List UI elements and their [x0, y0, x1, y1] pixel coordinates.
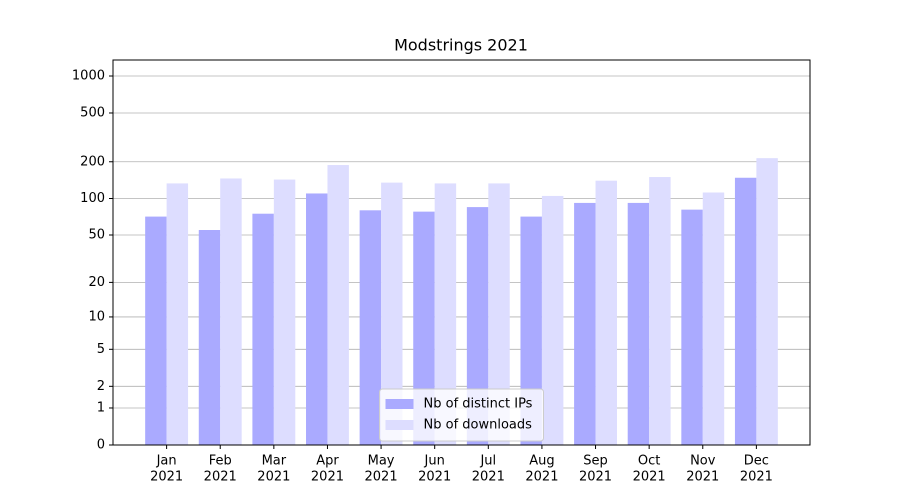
x-tick-label: 2021: [472, 470, 505, 485]
y-tick-label: 5: [97, 342, 105, 357]
x-tick-label: Apr: [316, 454, 339, 469]
x-tick-label: Mar: [262, 454, 287, 469]
bar: [702, 192, 725, 445]
x-tick-label: 2021: [525, 470, 558, 485]
x-tick-label: Jul: [479, 454, 496, 469]
bar: [649, 177, 671, 445]
x-tick-label: Dec: [744, 454, 769, 469]
legend-swatch: [385, 399, 414, 409]
bar: [627, 202, 650, 445]
y-tick-label: 1: [97, 400, 105, 415]
x-tick-label: 2021: [418, 470, 451, 485]
chart-title: Modstrings 2021: [394, 36, 528, 55]
bar: [488, 183, 510, 446]
x-tick-label: Aug: [529, 454, 554, 469]
bar: [520, 216, 542, 445]
bar: [756, 158, 778, 446]
legend-box: [379, 388, 544, 442]
y-tick-label: 2: [97, 379, 105, 394]
x-tick-label: 2021: [204, 470, 237, 485]
bar: [466, 207, 489, 445]
bar: [252, 213, 274, 445]
bar: [541, 195, 564, 445]
x-tick-label: Oct: [638, 454, 660, 469]
x-tick-label: 2021: [579, 470, 612, 485]
x-tick-label: 2021: [740, 470, 773, 485]
x-tick-label: Nov: [690, 454, 716, 469]
bar: [273, 179, 296, 445]
legend-label: Nb of downloads: [424, 418, 533, 433]
x-tick-label: 2021: [686, 470, 719, 485]
bar: [413, 211, 435, 445]
y-tick-label: 200: [80, 154, 105, 169]
bar: [681, 209, 703, 445]
bar: [198, 230, 221, 445]
y-tick-label: 20: [88, 275, 105, 290]
x-tick-label: May: [368, 454, 395, 469]
y-tick-label: 10: [88, 309, 105, 324]
bar: [574, 202, 596, 445]
bar: [166, 183, 189, 446]
bar: [306, 193, 328, 445]
bar: [595, 180, 617, 445]
x-tick-label: Feb: [209, 454, 232, 469]
x-tick-label: 2021: [150, 470, 183, 485]
y-tick-label: 50: [88, 228, 105, 243]
bar: [359, 210, 382, 445]
bar: [220, 178, 242, 445]
y-tick-label: 0: [97, 438, 105, 453]
x-tick-label: 2021: [257, 470, 290, 485]
x-tick-label: 2021: [311, 470, 344, 485]
bar: [327, 165, 349, 445]
bar: [381, 182, 403, 445]
x-tick-label: 2021: [365, 470, 398, 485]
x-tick-label: Sep: [583, 454, 608, 469]
legend-swatch: [385, 420, 414, 430]
y-tick-label: 100: [80, 191, 105, 206]
x-tick-label: Jan: [156, 454, 177, 469]
x-tick-label: Jun: [424, 454, 445, 469]
bar: [734, 177, 757, 445]
y-tick-label: 1000: [72, 69, 105, 84]
y-tick-label: 500: [80, 105, 105, 120]
bar: [145, 216, 167, 445]
bar: [434, 183, 457, 446]
legend-label: Nb of distinct IPs: [424, 397, 533, 412]
plot-frame: [112, 59, 811, 446]
x-tick-label: 2021: [633, 470, 666, 485]
